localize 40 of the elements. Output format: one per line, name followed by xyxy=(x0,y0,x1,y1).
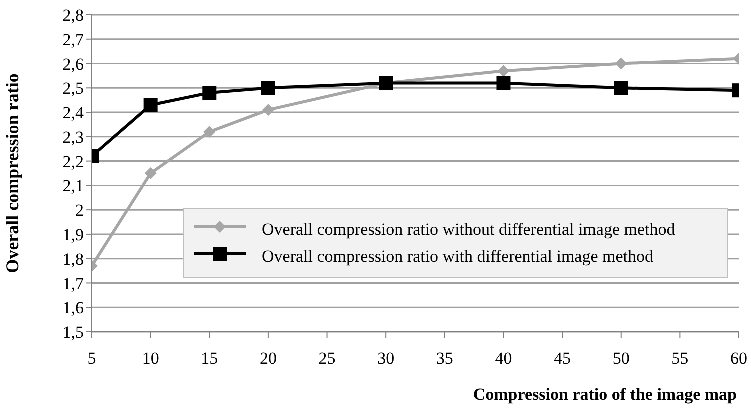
x-tick-label: 15 xyxy=(201,349,218,368)
y-tick-label: 2,5 xyxy=(62,79,84,98)
y-axis-title: Overall compression ratio xyxy=(2,74,22,274)
point xyxy=(614,81,628,96)
x-tick-label: 10 xyxy=(142,349,160,368)
x-tick-label: 5 xyxy=(88,349,96,368)
point xyxy=(262,104,274,116)
y-tick-label: 1,5 xyxy=(62,323,84,342)
y-tick-label: 2,6 xyxy=(62,54,84,74)
x-tick-label: 45 xyxy=(554,349,572,368)
y-tick-label: 2,3 xyxy=(62,128,84,147)
y-tick-label: 1,6 xyxy=(62,298,84,318)
y-tick-label: 2,7 xyxy=(62,30,84,50)
x-tick-label: 20 xyxy=(260,349,277,368)
y-tick-label: 2 xyxy=(76,201,84,220)
y-tick-label: 2,1 xyxy=(62,176,84,196)
y-tick-label: 2,4 xyxy=(62,104,84,123)
point xyxy=(496,76,511,90)
point xyxy=(204,126,216,138)
x-tick-label: 40 xyxy=(495,349,512,368)
x-tick-label: 30 xyxy=(378,349,395,368)
x-tick-label: 25 xyxy=(318,349,336,368)
x-tick-label: 55 xyxy=(672,349,689,368)
point xyxy=(498,65,510,78)
y-tick-label: 1,7 xyxy=(62,274,84,294)
y-tick-label: 1,8 xyxy=(62,250,84,269)
y-tick-label: 2,8 xyxy=(62,6,84,26)
point xyxy=(202,86,217,100)
x-tick-label: 35 xyxy=(436,349,454,368)
x-tick-label: 50 xyxy=(612,349,630,368)
point xyxy=(144,168,157,180)
y-tick-label: 1,9 xyxy=(62,225,84,244)
x-tick-label: 60 xyxy=(730,349,748,368)
point xyxy=(615,58,628,70)
legend-label: Overall compression ratio without differential image method xyxy=(262,219,676,241)
y-tick-label: 2,2 xyxy=(62,152,84,172)
point xyxy=(261,81,276,96)
x-axis-title: Compression ratio of the image map xyxy=(473,385,737,404)
legend-label: Overall compression ratio with differential image method xyxy=(262,246,654,268)
point xyxy=(144,98,158,112)
